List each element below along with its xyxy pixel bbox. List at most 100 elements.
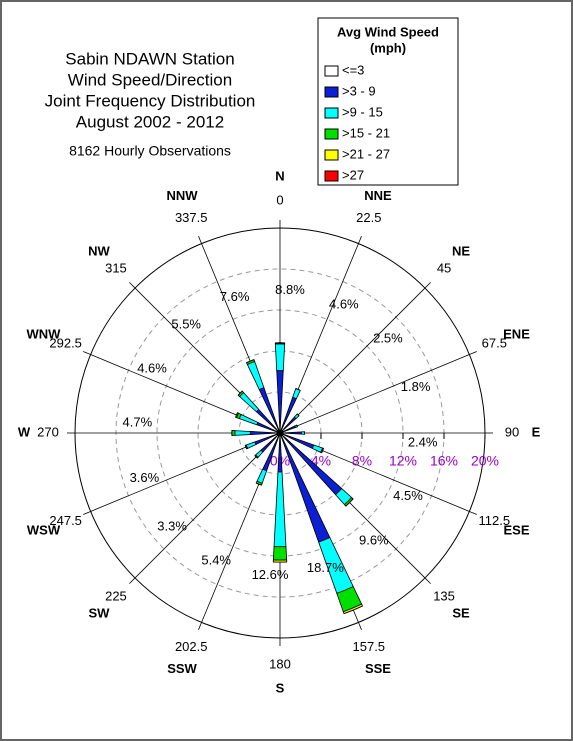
spoke-tick bbox=[469, 511, 477, 515]
direction-label: SSW bbox=[167, 661, 197, 676]
legend-label: >27 bbox=[342, 167, 364, 182]
spoke-tick bbox=[83, 511, 91, 515]
spoke-tick bbox=[198, 236, 202, 244]
angle-label: 180 bbox=[269, 656, 291, 671]
angle-label: 292.5 bbox=[49, 336, 82, 351]
bar-segment bbox=[276, 370, 284, 431]
total-label: 3.3% bbox=[157, 518, 187, 533]
angle-label: 157.5 bbox=[353, 639, 386, 654]
direction-label: E bbox=[532, 424, 541, 439]
r-tick-label: 12% bbox=[389, 453, 417, 469]
spoke-tick bbox=[83, 351, 91, 355]
total-label: 4.7% bbox=[123, 414, 153, 429]
direction-label: ENE bbox=[503, 326, 530, 341]
legend-swatch bbox=[324, 65, 339, 77]
bar-segment bbox=[273, 471, 287, 548]
angle-label: 337.5 bbox=[175, 210, 208, 225]
total-label: 2.5% bbox=[373, 331, 403, 346]
total-label: 1.8% bbox=[401, 379, 431, 394]
r-tick-label: 20% bbox=[471, 453, 499, 469]
angle-label: 315 bbox=[105, 260, 127, 275]
bar-segment bbox=[321, 448, 324, 454]
bar-segment bbox=[239, 392, 260, 413]
direction-label: N bbox=[275, 168, 284, 183]
total-label: 4.5% bbox=[393, 488, 423, 503]
legend-swatch bbox=[324, 128, 339, 140]
r-tick-label: 16% bbox=[430, 453, 458, 469]
spoke bbox=[279, 354, 470, 434]
total-label: 4.6% bbox=[329, 296, 359, 311]
total-label: 8.8% bbox=[275, 282, 305, 297]
legend-label: >21 - 27 bbox=[342, 146, 390, 161]
angle-label: 67.5 bbox=[482, 336, 507, 351]
angle-label: 112.5 bbox=[479, 513, 511, 528]
r-tick-label: 4% bbox=[311, 453, 331, 469]
legend-label: >9 - 15 bbox=[342, 104, 383, 119]
legend-box bbox=[317, 17, 459, 186]
bar-segment bbox=[249, 431, 278, 435]
chart-subtitle: 8162 Hourly Observations bbox=[69, 143, 231, 159]
chart-title: August 2002 - 2012 bbox=[76, 112, 224, 131]
total-label: 18.7% bbox=[307, 560, 344, 575]
spoke-tick bbox=[129, 577, 136, 584]
direction-label: NE bbox=[452, 243, 470, 258]
total-label: 7.6% bbox=[220, 289, 250, 304]
direction-label: WNW bbox=[27, 326, 62, 341]
spoke-tick bbox=[358, 236, 362, 244]
total-label: 9.6% bbox=[359, 532, 389, 547]
spoke bbox=[279, 287, 426, 434]
bar-segment bbox=[245, 441, 257, 449]
legend-label: >15 - 21 bbox=[342, 125, 390, 140]
angle-label: 135 bbox=[433, 588, 455, 603]
spoke-tick bbox=[424, 577, 431, 584]
r-tick-label: 8% bbox=[352, 453, 372, 469]
total-label: 3.6% bbox=[130, 470, 160, 485]
direction-label: SSE bbox=[365, 661, 391, 676]
direction-label: WSW bbox=[27, 522, 61, 537]
angle-label: 247.5 bbox=[49, 513, 82, 528]
bar-segment bbox=[277, 435, 283, 473]
direction-label: ESE bbox=[504, 522, 530, 537]
bar-segment bbox=[231, 430, 236, 436]
spoke-tick bbox=[358, 622, 362, 630]
bar-segment bbox=[272, 546, 288, 561]
legend-swatch bbox=[324, 107, 339, 119]
bar-segment bbox=[274, 343, 286, 371]
bar-segment bbox=[296, 424, 298, 427]
direction-label: NNE bbox=[364, 188, 392, 203]
total-label: 4.6% bbox=[137, 361, 167, 376]
angle-label: 45 bbox=[437, 260, 451, 275]
bar-segment bbox=[234, 430, 251, 436]
legend-label: >3 - 9 bbox=[342, 83, 376, 98]
total-label: 5.5% bbox=[171, 317, 201, 332]
angle-label: 22.5 bbox=[356, 210, 381, 225]
bar-segment bbox=[246, 359, 255, 364]
direction-label: W bbox=[18, 424, 31, 439]
total-label: 2.4% bbox=[408, 434, 438, 449]
angle-label: 90 bbox=[505, 424, 519, 439]
direction-label: NW bbox=[88, 243, 110, 258]
spoke-tick bbox=[469, 351, 477, 355]
bar-segment bbox=[238, 413, 259, 426]
angle-label: 202.5 bbox=[175, 639, 208, 654]
angle-label: 0 bbox=[276, 192, 283, 207]
spoke-tick bbox=[129, 282, 136, 289]
legend-swatch bbox=[324, 149, 339, 161]
chart-title: Joint Frequency Distribution bbox=[45, 91, 256, 110]
angle-label: 270 bbox=[37, 424, 59, 439]
direction-label: NNW bbox=[167, 188, 199, 203]
chart-title: Wind Speed/Direction bbox=[68, 70, 232, 89]
direction-label: SE bbox=[452, 605, 470, 620]
bar-segment bbox=[246, 360, 265, 391]
legend-swatch bbox=[324, 170, 339, 182]
chart-title: Sabin NDAWN Station bbox=[65, 49, 234, 68]
total-label: 12.6% bbox=[252, 567, 289, 582]
legend-swatch bbox=[324, 86, 339, 98]
bar-segment bbox=[256, 468, 268, 484]
angle-label: 225 bbox=[105, 588, 127, 603]
legend-title: (mph) bbox=[370, 40, 406, 55]
total-label: 5.4% bbox=[201, 552, 231, 567]
direction-label: S bbox=[276, 680, 285, 695]
legend-label: <=3 bbox=[342, 62, 364, 77]
